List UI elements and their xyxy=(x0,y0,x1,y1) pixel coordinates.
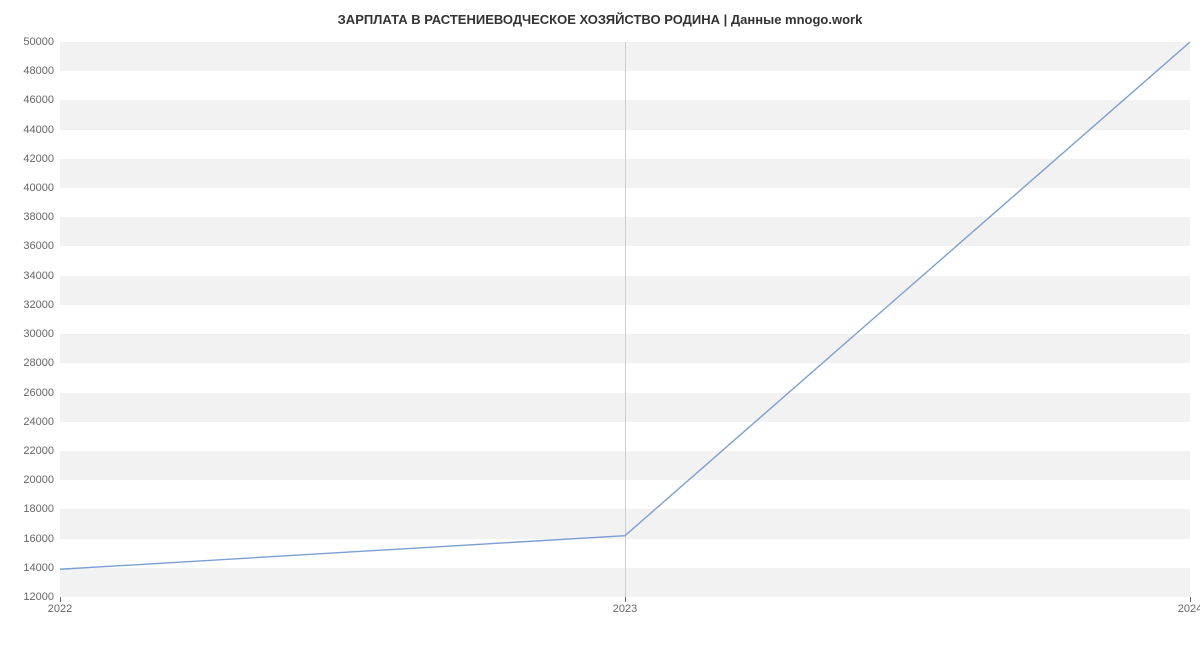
x-tick-label: 2023 xyxy=(613,603,637,615)
series-layer xyxy=(60,42,1190,597)
y-tick-label: 28000 xyxy=(23,357,54,369)
y-tick-label: 32000 xyxy=(23,299,54,311)
y-tick-label: 42000 xyxy=(23,153,54,165)
y-tick-label: 38000 xyxy=(23,211,54,223)
y-tick-label: 16000 xyxy=(23,533,54,545)
y-tick-label: 46000 xyxy=(23,94,54,106)
y-tick-label: 50000 xyxy=(23,36,54,48)
y-tick-label: 40000 xyxy=(23,182,54,194)
x-tick-label: 2022 xyxy=(48,603,72,615)
y-tick-label: 36000 xyxy=(23,240,54,252)
x-tick-mark xyxy=(60,597,61,602)
line-chart: ЗАРПЛАТА В РАСТЕНИЕВОДЧЕСКОЕ ХОЗЯЙСТВО Р… xyxy=(0,0,1200,650)
x-tick-mark xyxy=(1190,597,1191,602)
y-tick-label: 34000 xyxy=(23,270,54,282)
y-tick-label: 24000 xyxy=(23,416,54,428)
y-tick-label: 22000 xyxy=(23,445,54,457)
chart-title: ЗАРПЛАТА В РАСТЕНИЕВОДЧЕСКОЕ ХОЗЯЙСТВО Р… xyxy=(0,12,1200,27)
y-tick-label: 44000 xyxy=(23,124,54,136)
x-tick-mark xyxy=(625,597,626,602)
plot-area: 1200014000160001800020000220002400026000… xyxy=(60,42,1190,597)
y-tick-label: 14000 xyxy=(23,562,54,574)
y-tick-label: 48000 xyxy=(23,65,54,77)
y-tick-label: 30000 xyxy=(23,328,54,340)
y-tick-label: 18000 xyxy=(23,503,54,515)
series-line-salary xyxy=(60,42,1190,569)
x-tick-label: 2024 xyxy=(1178,603,1200,615)
y-tick-label: 26000 xyxy=(23,387,54,399)
y-tick-label: 12000 xyxy=(23,591,54,603)
y-tick-label: 20000 xyxy=(23,474,54,486)
